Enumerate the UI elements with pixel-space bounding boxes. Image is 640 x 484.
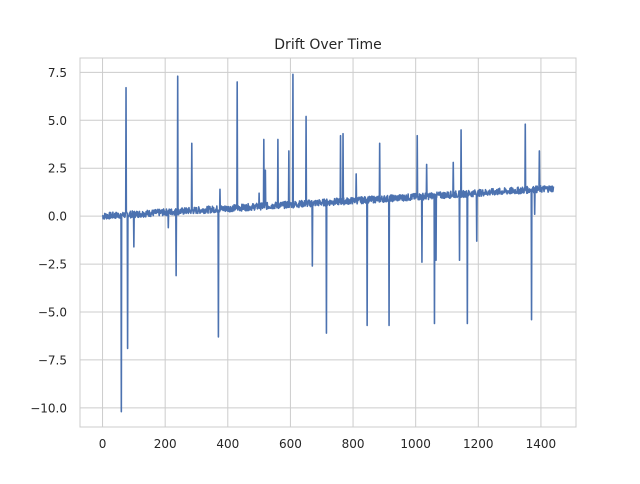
x-tick-label: 1000: [400, 437, 431, 451]
y-tick-label: 2.5: [48, 162, 67, 176]
y-tick-label: 0.0: [48, 210, 67, 224]
x-axis-ticks: 0 200 400 600 800 1000 1200 1400: [99, 437, 556, 451]
drift-series-line: [101, 73, 555, 413]
y-axis-ticks: 7.5 5.0 2.5 0.0 −2.5 −5.0 −7.5 −10.0: [30, 66, 67, 415]
x-tick-label: 0: [99, 437, 107, 451]
x-tick-label: 1400: [526, 437, 557, 451]
chart-title: Drift Over Time: [274, 37, 381, 53]
x-tick-label: 200: [154, 437, 177, 451]
x-tick-label: 400: [216, 437, 239, 451]
x-tick-label: 1200: [463, 437, 494, 451]
y-tick-label: −2.5: [38, 258, 67, 272]
plot-frame: [79, 57, 577, 428]
grid-lines: [80, 58, 576, 427]
data-layer: [101, 73, 555, 413]
y-tick-label: −10.0: [30, 401, 67, 415]
plot-border: [79, 57, 577, 428]
x-tick-label: 800: [342, 437, 365, 451]
y-tick-label: −7.5: [38, 353, 67, 367]
x-tick-label: 600: [279, 437, 302, 451]
y-tick-label: −5.0: [38, 305, 67, 319]
y-tick-label: 7.5: [48, 66, 67, 80]
y-tick-label: 5.0: [48, 114, 67, 128]
